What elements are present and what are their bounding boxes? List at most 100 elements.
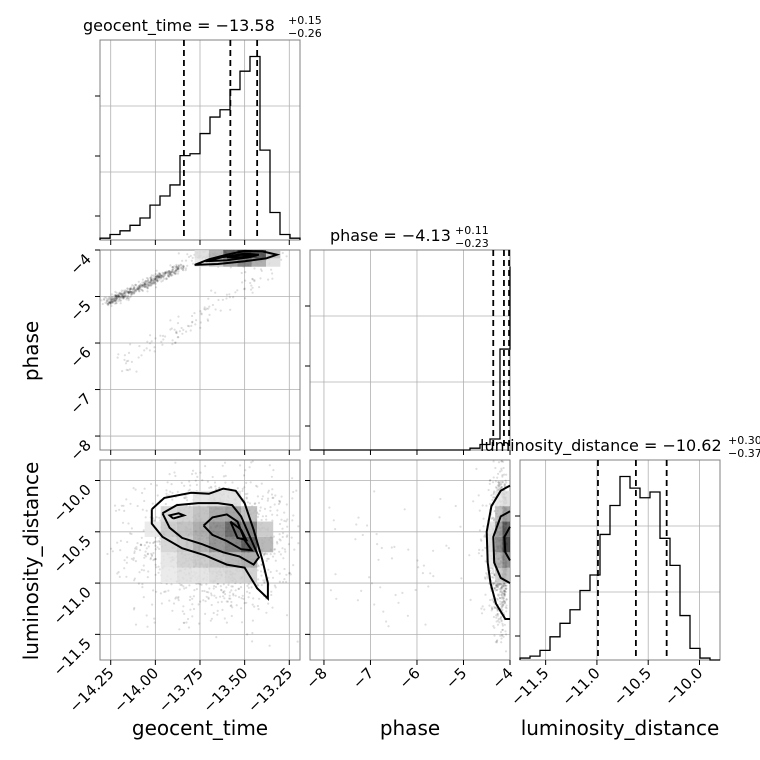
sample-point bbox=[171, 268, 174, 271]
sample-point bbox=[270, 593, 273, 597]
sample-point bbox=[150, 278, 153, 282]
sample-point bbox=[146, 625, 149, 628]
sample-point bbox=[244, 271, 247, 274]
hist-panel-phase bbox=[309, 249, 511, 451]
sample-point bbox=[167, 494, 170, 497]
sample-point bbox=[495, 584, 499, 587]
sample-point bbox=[221, 298, 224, 301]
x-tick-label-geocent_time: −13.50 bbox=[199, 664, 251, 716]
sample-point bbox=[505, 633, 508, 636]
sample-point bbox=[488, 502, 492, 506]
sample-point bbox=[253, 605, 256, 608]
sample-point bbox=[189, 329, 192, 332]
sample-point bbox=[174, 273, 177, 276]
sample-point bbox=[183, 612, 186, 616]
sample-point bbox=[495, 641, 499, 644]
sample-point bbox=[241, 281, 244, 284]
sample-point bbox=[115, 298, 118, 301]
sample-point bbox=[432, 549, 435, 552]
sample-point bbox=[121, 521, 125, 524]
sample-point bbox=[109, 301, 113, 304]
sample-point bbox=[499, 480, 502, 484]
sample-point bbox=[265, 515, 268, 518]
sample-point bbox=[159, 274, 162, 277]
sample-point bbox=[115, 299, 118, 302]
sample-point bbox=[210, 592, 213, 595]
sample-point bbox=[500, 597, 503, 600]
sample-point bbox=[249, 481, 252, 484]
sample-point bbox=[118, 295, 121, 298]
sample-point bbox=[124, 362, 128, 365]
sample-point bbox=[173, 265, 176, 268]
sample-point bbox=[116, 295, 119, 298]
sample-point bbox=[143, 283, 146, 286]
sample-point bbox=[151, 282, 154, 285]
sample-point bbox=[505, 587, 508, 590]
sample-point bbox=[214, 291, 217, 294]
sample-point bbox=[497, 481, 500, 484]
sample-point bbox=[122, 504, 125, 507]
sample-point bbox=[459, 525, 462, 528]
sample-point bbox=[148, 284, 151, 287]
sample-point bbox=[284, 550, 287, 553]
sample-point bbox=[163, 590, 166, 594]
sample-point bbox=[107, 298, 110, 302]
sample-point bbox=[488, 604, 491, 607]
sample-point bbox=[125, 368, 128, 371]
sample-point bbox=[146, 279, 149, 282]
sample-point bbox=[148, 349, 151, 352]
sample-point bbox=[187, 489, 190, 492]
sample-point bbox=[291, 497, 294, 500]
sample-point bbox=[128, 287, 131, 290]
sample-point bbox=[361, 533, 364, 537]
sample-point bbox=[288, 571, 291, 575]
sample-point bbox=[502, 585, 505, 588]
sample-point bbox=[502, 597, 505, 601]
sample-point bbox=[113, 299, 116, 302]
sample-point bbox=[121, 293, 124, 296]
sample-point bbox=[263, 580, 266, 583]
sample-point bbox=[490, 572, 493, 575]
sample-point bbox=[229, 308, 232, 311]
sample-point bbox=[168, 270, 171, 273]
sample-point bbox=[501, 628, 504, 632]
density-cell bbox=[251, 258, 267, 267]
sample-point bbox=[150, 279, 153, 282]
sample-point bbox=[492, 572, 495, 575]
sample-point bbox=[197, 582, 200, 585]
sample-point bbox=[251, 619, 254, 622]
sample-point bbox=[127, 291, 130, 294]
sample-point bbox=[505, 590, 508, 593]
sample-point bbox=[144, 550, 147, 553]
sample-point bbox=[116, 296, 119, 299]
sample-point bbox=[193, 589, 196, 592]
sample-point bbox=[203, 307, 206, 311]
sample-point bbox=[169, 272, 173, 275]
sample-point bbox=[199, 600, 202, 603]
sample-point bbox=[142, 596, 145, 599]
sample-point bbox=[123, 292, 126, 295]
sample-point bbox=[171, 491, 174, 494]
sample-point bbox=[500, 594, 503, 597]
sample-point bbox=[238, 596, 241, 599]
sample-point bbox=[118, 294, 121, 297]
sample-point bbox=[492, 570, 495, 573]
sample-point bbox=[152, 274, 155, 277]
sample-point bbox=[129, 296, 132, 299]
sample-point bbox=[206, 480, 209, 483]
sample-point bbox=[159, 274, 162, 277]
sample-point bbox=[490, 494, 493, 497]
sample-point bbox=[120, 299, 123, 302]
sample-point bbox=[483, 576, 487, 579]
sample-point bbox=[291, 477, 294, 480]
sample-point bbox=[154, 557, 157, 561]
sample-point bbox=[133, 291, 136, 294]
sample-point bbox=[259, 570, 263, 573]
sample-point bbox=[141, 583, 144, 586]
sample-point bbox=[117, 295, 120, 298]
sample-point bbox=[505, 481, 508, 484]
sample-point bbox=[160, 275, 163, 278]
sample-point bbox=[182, 621, 185, 625]
sample-point bbox=[278, 501, 281, 504]
y-tick-label-luminosity_distance: −11.0 bbox=[50, 583, 95, 628]
